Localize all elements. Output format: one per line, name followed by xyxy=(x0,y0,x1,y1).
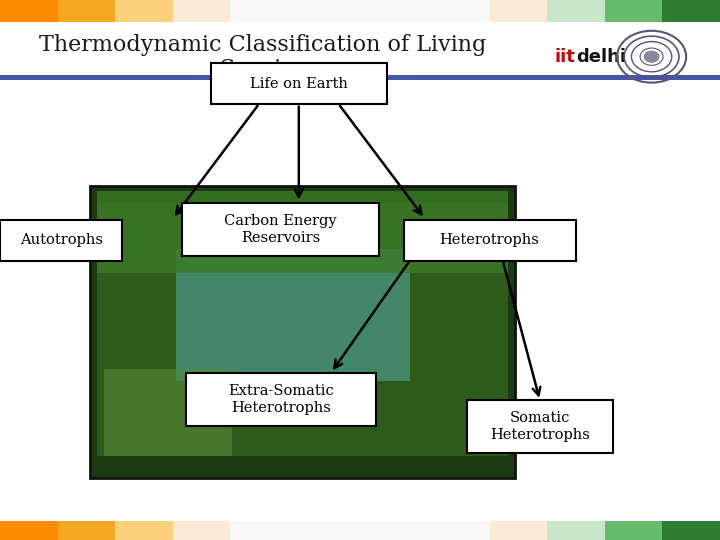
Bar xyxy=(605,521,662,540)
FancyBboxPatch shape xyxy=(467,400,613,454)
Bar xyxy=(115,521,173,540)
Bar xyxy=(230,0,490,22)
Text: Life on Earth: Life on Earth xyxy=(250,77,348,91)
Circle shape xyxy=(644,51,659,62)
Bar xyxy=(58,521,115,540)
Bar xyxy=(176,249,410,381)
Bar xyxy=(90,186,515,478)
Bar xyxy=(97,191,508,273)
Bar xyxy=(662,521,720,540)
Bar xyxy=(115,0,173,22)
Text: Carbon Energy
Reservoirs: Carbon Energy Reservoirs xyxy=(225,214,337,245)
Text: Autotrophs: Autotrophs xyxy=(19,233,103,247)
Bar xyxy=(0,79,720,521)
Text: Extra-Somatic
Heterotrophs: Extra-Somatic Heterotrophs xyxy=(228,384,333,415)
FancyBboxPatch shape xyxy=(182,203,379,256)
FancyBboxPatch shape xyxy=(211,63,387,104)
Bar xyxy=(547,0,605,22)
Bar xyxy=(0,22,720,76)
FancyBboxPatch shape xyxy=(186,373,376,427)
FancyBboxPatch shape xyxy=(1,220,122,261)
Bar xyxy=(605,0,662,22)
Bar xyxy=(173,521,230,540)
Bar xyxy=(662,0,720,22)
Text: Heterotrophs: Heterotrophs xyxy=(440,233,539,247)
Bar xyxy=(547,521,605,540)
Bar xyxy=(0,0,58,22)
Bar xyxy=(0,75,720,80)
Bar xyxy=(97,202,508,456)
Text: Species: Species xyxy=(220,58,306,79)
Bar xyxy=(104,369,232,456)
Text: Thermodynamic Classification of Living: Thermodynamic Classification of Living xyxy=(39,35,487,56)
Bar xyxy=(230,521,490,540)
Bar xyxy=(173,0,230,22)
FancyBboxPatch shape xyxy=(403,220,576,261)
Text: Somatic
Heterotrophs: Somatic Heterotrophs xyxy=(490,411,590,442)
Bar xyxy=(58,0,115,22)
Text: delhi: delhi xyxy=(576,48,626,66)
Bar xyxy=(490,521,547,540)
Text: iit: iit xyxy=(554,48,575,66)
Bar xyxy=(0,521,58,540)
Bar xyxy=(490,0,547,22)
